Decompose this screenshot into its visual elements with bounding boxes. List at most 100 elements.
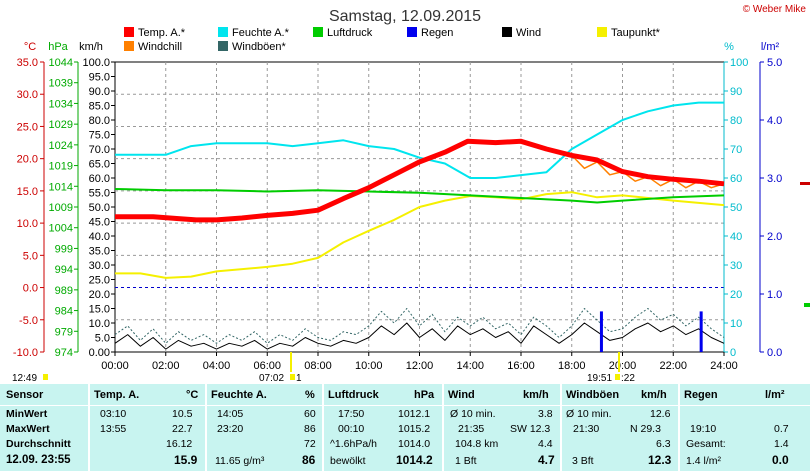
wind-tick-label: 10.0	[89, 318, 110, 330]
legend-swatch	[407, 27, 417, 37]
stats-header-gust: Windböen	[566, 389, 620, 401]
wind-tick-label: 45.0	[89, 217, 110, 229]
rain-bar	[699, 311, 703, 352]
humidity-tick-label: 40	[730, 231, 742, 243]
chart-grid	[115, 62, 724, 352]
humidity-tick-label: 70	[730, 144, 742, 156]
series-line	[114, 188, 725, 204]
weather-chart: Samstag, 12.09.2015 © Weber Mike Temp. A…	[12, 4, 810, 384]
temp-tick-label: 20.0	[17, 154, 38, 166]
rain-total-label: Gesamt:	[686, 438, 726, 450]
pres-max-time: 00:10	[338, 423, 365, 435]
chart-legend: Temp. A.* Feuchte A.* Luftdruck Regen Wind Ta…	[124, 27, 661, 53]
gust-max-value: N 29.3	[630, 423, 661, 435]
stats-header-rain-unit: l/m²	[765, 389, 785, 401]
sunset-suffix: :22	[621, 373, 635, 384]
wind-tick-label: 25.0	[89, 275, 110, 287]
series-line	[115, 191, 725, 279]
wind-avg-value: 4.4	[538, 438, 553, 450]
wind-tick-label: 40.0	[89, 231, 110, 243]
legend-swatch	[597, 27, 607, 37]
weather-condition: bewölkt	[330, 455, 366, 467]
temp-min-time: 03:10	[100, 408, 127, 420]
stats-header-pres: Luftdruck	[328, 389, 379, 401]
stats-header-temp: Temp. A.	[94, 389, 140, 401]
pressure-tick-label: 1019	[49, 161, 73, 173]
x-tick-label: 16:00	[507, 360, 535, 372]
x-tick-label: 14:00	[456, 360, 484, 372]
wind-distance: 104.8 km	[455, 438, 499, 450]
legend-label: Luftdruck	[327, 27, 373, 39]
legend-swatch	[124, 41, 134, 51]
wind-tick-label: 70.0	[89, 144, 110, 156]
humidity-tick-label: 90	[730, 86, 742, 98]
wind-tick-label: 100.0	[82, 57, 110, 69]
temp-tick-label: 35.0	[17, 57, 38, 69]
stats-header-rain: Regen	[684, 389, 718, 401]
stats-header-sensor: Sensor	[6, 389, 44, 401]
humidity-axis-unit: %	[724, 41, 734, 53]
wind-tick-label: 80.0	[89, 115, 110, 127]
legend-label: Temp. A.*	[138, 27, 186, 39]
hum-min-value: 60	[304, 408, 316, 420]
chart-title: Samstag, 12.09.2015	[329, 8, 481, 25]
pressure-tick-label: 989	[55, 285, 73, 297]
wind-tick-label: 30.0	[89, 260, 110, 272]
stats-table: Sensor Temp. A. °C Feuchte A. % Luftdruc…	[0, 384, 810, 471]
wind-tick-label: 60.0	[89, 173, 110, 185]
sunrise-suffix: 1	[296, 373, 302, 384]
series-line	[115, 101, 724, 179]
rain-tick-label: 1.0	[767, 289, 782, 301]
pressure-tick-label: 1004	[49, 223, 73, 235]
wind-tick-label: 90.0	[89, 86, 110, 98]
edge-pressure-mark	[804, 303, 810, 307]
wind-tick-label: 55.0	[89, 188, 110, 200]
x-tick-label: 20:00	[609, 360, 637, 372]
sunrise-label: 07:02	[259, 373, 284, 384]
col-sep	[322, 384, 324, 471]
col-sep	[678, 384, 680, 471]
hum-current-value: 86	[302, 453, 316, 467]
legend-swatch	[218, 41, 228, 51]
pressure-tick-label: 1029	[49, 119, 73, 131]
rain-max-value: 0.7	[774, 423, 789, 435]
abs-humidity: 11.65 g/m³	[215, 455, 265, 467]
gust-max-time: 21:30	[573, 423, 600, 435]
wind-tick-label: 20.0	[89, 289, 110, 301]
x-tick-label: 02:00	[152, 360, 180, 372]
col-sep	[88, 384, 90, 471]
x-tick-label: 00:00	[101, 360, 129, 372]
stats-header-temp-unit: °C	[186, 389, 199, 401]
wind-tick-label: 0.00	[89, 347, 110, 359]
row-label: MaxWert	[6, 423, 50, 435]
rain-current-value: 0.0	[772, 453, 789, 467]
sunset-marker	[615, 374, 620, 380]
sunset-label: 19:51	[587, 373, 612, 384]
hum-max-time: 23:20	[217, 423, 244, 435]
temp-tick-label: 5.0	[23, 250, 38, 262]
temp-tick-label: -5.0	[19, 315, 38, 327]
time-marker-left: 12:49	[12, 373, 37, 384]
temp-tick-label: -10.0	[13, 347, 38, 359]
pressure-axis-unit: hPa	[48, 41, 68, 53]
row-label: Durchschnitt	[6, 438, 71, 450]
x-tick-label: 12:00	[406, 360, 434, 372]
temp-tick-label: 15.0	[17, 186, 38, 198]
temp-tick-label: 25.0	[17, 121, 38, 133]
hum-min-time: 14:05	[217, 408, 244, 420]
gust-current-value: 12.3	[648, 453, 672, 467]
rain-tick-label: 3.0	[767, 173, 782, 185]
wind-axis-unit: km/h	[79, 41, 103, 53]
wind-current-value: 4.7	[538, 453, 555, 467]
humidity-tick-label: 80	[730, 115, 742, 127]
chart-axes: 35.0 30.0 25.0 20.0 15.0 10.0 5.0 0.0 -5.0 -10.0 1…	[13, 57, 810, 359]
temp-max-value: 22.7	[172, 423, 193, 435]
legend-swatch	[502, 27, 512, 37]
gust-avg10-value: 12.6	[650, 408, 671, 420]
gust-avg-value: 6.3	[656, 438, 671, 450]
humidity-tick-label: 60	[730, 173, 742, 185]
legend-label: Regen	[421, 27, 453, 39]
rain-total-value: 1.4	[774, 438, 789, 450]
pressure-tick-label: 999	[55, 243, 73, 255]
stats-header-wind: Wind	[448, 389, 475, 401]
